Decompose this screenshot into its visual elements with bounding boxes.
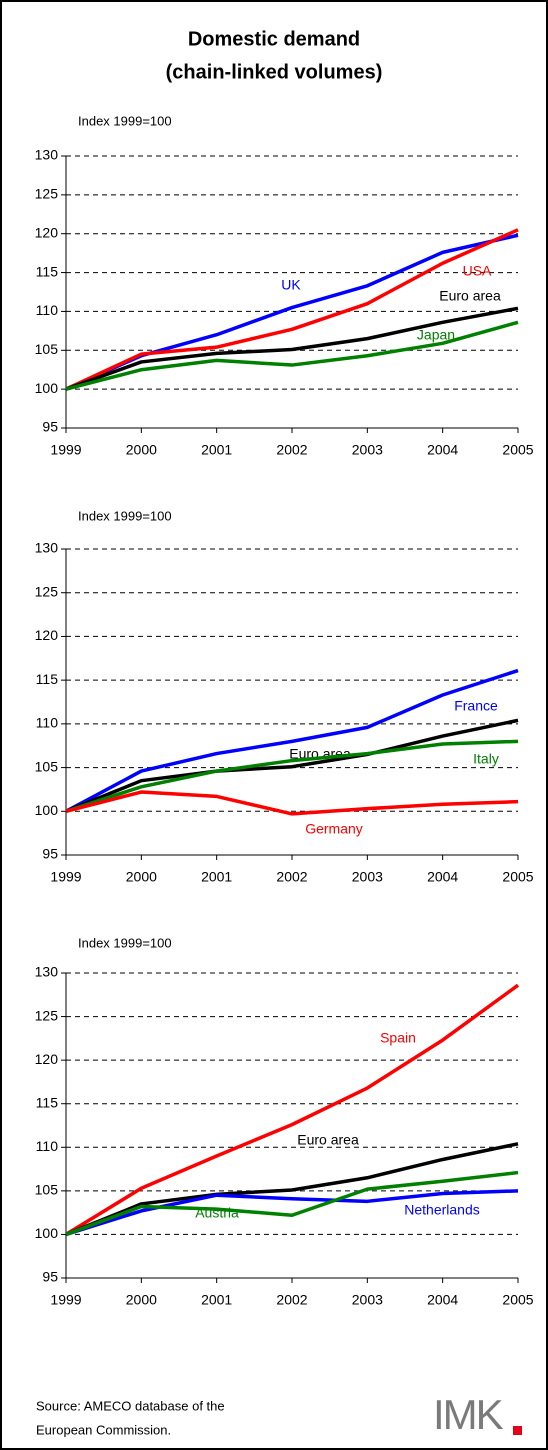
series-label: Netherlands: [404, 1202, 480, 1218]
series-label: Austria: [195, 1205, 239, 1221]
series-line: [65, 668, 519, 813]
series-line: [65, 1142, 519, 1237]
x-tick-label: 2002: [276, 869, 307, 885]
x-tick-label: 2003: [352, 1292, 383, 1308]
subtitle: (chain-linked volumes): [166, 61, 383, 83]
logo-dot: [513, 1426, 522, 1435]
series-line: [65, 228, 519, 391]
series-label: Euro area: [439, 288, 501, 304]
series-label: Euro area: [297, 1132, 359, 1148]
y-tick-label: 105: [35, 1182, 59, 1198]
x-tick-label: 2001: [201, 442, 232, 458]
y-tick-label: 120: [35, 627, 59, 643]
series-label: USA: [463, 263, 492, 279]
y-tick-label: 125: [35, 583, 59, 599]
series-line: [65, 983, 520, 1236]
x-tick-label: 2002: [276, 442, 307, 458]
y-tick-label: 120: [35, 1051, 59, 1067]
series-line: [65, 739, 519, 813]
title: Domestic demand: [188, 28, 360, 50]
y-axis-label: Index 1999=100: [78, 113, 172, 128]
y-tick-label: 120: [35, 224, 59, 240]
y-tick-label: 105: [35, 341, 59, 357]
series-label: UK: [281, 277, 301, 293]
series-label: France: [454, 698, 498, 714]
series-label: Japan: [417, 327, 455, 343]
series-line: [65, 1170, 519, 1237]
x-tick-label: 2003: [352, 869, 383, 885]
y-tick-label: 110: [36, 715, 59, 731]
source: Source: AMECO database of the: [36, 1398, 225, 1413]
x-tick-label: 2004: [427, 1292, 458, 1308]
x-tick-label: 2003: [352, 442, 383, 458]
x-tick-label: 2005: [502, 869, 533, 885]
y-tick-label: 100: [35, 802, 59, 818]
series-line: [65, 718, 519, 813]
y-tick-label: 125: [35, 1007, 59, 1023]
series-line: [65, 790, 519, 816]
x-tick-label: 2001: [201, 1292, 232, 1308]
y-tick-label: 95: [42, 846, 58, 862]
x-tick-label: 2002: [276, 1292, 307, 1308]
x-tick-label: 2000: [126, 1292, 157, 1308]
series-label: Spain: [380, 1030, 416, 1046]
x-tick-label: 1999: [50, 869, 81, 885]
y-tick-label: 130: [35, 147, 59, 163]
y-tick-label: 130: [35, 540, 59, 556]
series-line: [65, 1189, 519, 1237]
x-tick-label: 2005: [502, 442, 533, 458]
y-tick-label: 115: [36, 1094, 59, 1110]
x-tick-label: 2004: [427, 869, 458, 885]
series-label: Italy: [473, 751, 499, 767]
x-tick-label: 2001: [201, 869, 232, 885]
y-axis-label: Index 1999=100: [78, 508, 172, 523]
y-tick-label: 105: [35, 758, 59, 774]
y-tick-label: 125: [35, 186, 59, 202]
x-tick-label: 1999: [50, 1292, 81, 1308]
x-tick-label: 2000: [126, 442, 157, 458]
y-tick-label: 110: [36, 1138, 59, 1154]
y-tick-label: 110: [36, 302, 59, 318]
x-tick-label: 1999: [50, 442, 81, 458]
logo: IMK: [433, 1391, 504, 1438]
y-tick-label: 100: [35, 380, 59, 396]
x-tick-label: 2004: [427, 442, 458, 458]
series-line: [65, 306, 519, 391]
y-tick-label: 100: [35, 1225, 59, 1241]
x-tick-label: 2005: [502, 1292, 533, 1308]
y-axis-label: Index 1999=100: [78, 935, 172, 950]
y-tick-label: 95: [42, 1269, 58, 1285]
series-label: Germany: [305, 821, 363, 837]
y-tick-label: 95: [42, 419, 58, 435]
y-tick-label: 130: [35, 964, 59, 980]
y-tick-label: 115: [36, 263, 59, 279]
y-tick-label: 115: [36, 671, 59, 687]
series-line: [65, 320, 519, 391]
x-tick-label: 2000: [126, 869, 157, 885]
source: European Commission.: [36, 1422, 171, 1437]
